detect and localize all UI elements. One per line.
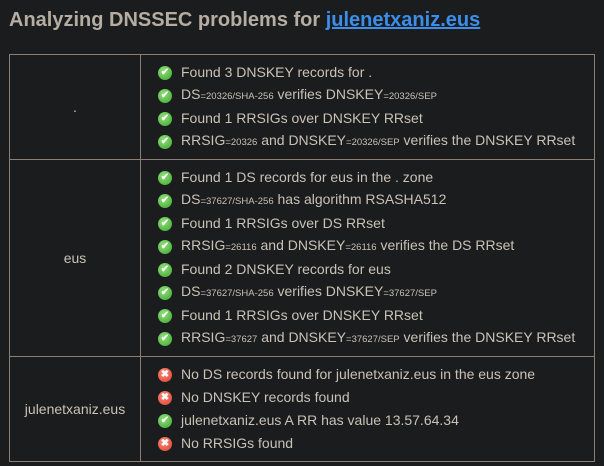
message-text: DS=20326/SHA-256 verifies DNSKEY=20326/S… bbox=[181, 83, 437, 108]
message-fragment: verifies DNSKEY bbox=[273, 283, 384, 299]
message-fragment: Found 1 RRSIGs over DNSKEY RRset bbox=[181, 110, 423, 126]
check-circle-icon: ✔ bbox=[158, 65, 172, 80]
message-fragment: DS bbox=[181, 283, 201, 299]
message-item: ✔ Found 2 DNSKEY records for eus bbox=[158, 258, 594, 281]
check-circle-icon: ✔ bbox=[158, 134, 172, 149]
message-text: RRSIG=26116 and DNSKEY=26116 verifies th… bbox=[181, 234, 514, 259]
message-text: Found 1 DS records for eus in the . zone bbox=[181, 166, 433, 189]
message-fragment: Found 1 RRSIGs over DNSKEY RRset bbox=[181, 307, 423, 323]
message-fragment: RRSIG bbox=[181, 132, 226, 148]
message-text: No DNSKEY records found bbox=[181, 386, 350, 409]
key-tag-detail: =20326/SEP bbox=[383, 91, 437, 102]
message-item: ✔ Found 1 RRSIGs over DNSKEY RRset bbox=[158, 304, 594, 327]
key-tag-detail: =20326/SEP bbox=[346, 137, 400, 148]
message-fragment: verifies the DS RRset bbox=[376, 237, 515, 253]
key-tag-detail: =37627/SHA-256 bbox=[200, 196, 274, 207]
key-tag-detail: =20326 bbox=[225, 137, 258, 148]
message-item: ✔ Found 1 RRSIGs over DNSKEY RRset bbox=[158, 107, 594, 130]
error-circle-icon: ✖ bbox=[158, 390, 172, 405]
error-circle-icon: ✖ bbox=[158, 367, 172, 382]
message-fragment: julenetxaniz.eus A RR has value 13.57.64… bbox=[181, 412, 459, 428]
zone-messages: ✖ No DS records found for julenetxaniz.eu… bbox=[140, 356, 595, 462]
message-fragment: No RRSIGs found bbox=[181, 435, 294, 451]
message-text: Found 2 DNSKEY records for eus bbox=[181, 258, 391, 281]
message-text: julenetxaniz.eus A RR has value 13.57.64… bbox=[181, 409, 459, 432]
message-fragment: Found 1 RRSIGs over DS RRset bbox=[181, 215, 385, 231]
message-fragment: DS bbox=[181, 86, 201, 102]
message-fragment: and DNSKEY bbox=[257, 132, 347, 148]
message-item: ✔ Found 3 DNSKEY records for . bbox=[158, 61, 594, 84]
message-text: No RRSIGs found bbox=[181, 432, 293, 455]
check-circle-icon: ✔ bbox=[158, 239, 172, 254]
check-circle-icon: ✔ bbox=[158, 216, 172, 231]
key-tag-detail: =37627/SEP bbox=[383, 288, 437, 299]
message-fragment: and DNSKEY bbox=[256, 237, 346, 253]
key-tag-detail: =37627 bbox=[225, 334, 258, 345]
key-tag-detail: =20326/SHA-256 bbox=[200, 91, 274, 102]
message-item: ✔ Found 1 RRSIGs over DS RRset bbox=[158, 212, 594, 235]
key-tag-detail: =37627/SHA-256 bbox=[200, 288, 274, 299]
message-fragment: verifies the DNSKEY RRset bbox=[399, 132, 576, 148]
domain-link[interactable]: julenetxaniz.eus bbox=[325, 9, 481, 31]
message-text: Found 1 RRSIGs over DS RRset bbox=[181, 212, 385, 235]
page-title: Analyzing DNSSEC problems for julenetxan… bbox=[9, 9, 480, 32]
message-text: Found 1 RRSIGs over DNSKEY RRset bbox=[181, 304, 423, 327]
message-fragment: No DNSKEY records found bbox=[181, 389, 350, 405]
message-fragment: Found 1 DS records for eus in the . zone bbox=[181, 169, 434, 185]
check-circle-icon: ✔ bbox=[158, 88, 172, 103]
zone-row: eus ✔ Found 1 DS records for eus in the . … bbox=[9, 159, 595, 357]
check-circle-icon: ✔ bbox=[158, 193, 172, 208]
message-item: ✔ Found 1 DS records for eus in the . zon… bbox=[158, 166, 594, 189]
message-item: ✔ DS=20326/SHA-256 verifies DNSKEY=20326/… bbox=[158, 84, 594, 107]
message-text: No DS records found for julenetxaniz.eus… bbox=[181, 363, 535, 386]
message-fragment: RRSIG bbox=[181, 329, 226, 345]
message-fragment: verifies the DNSKEY RRset bbox=[399, 329, 576, 345]
message-item: ✖ No RRSIGs found bbox=[158, 432, 594, 455]
message-item: ✔ julenetxaniz.eus A RR has value 13.57.6… bbox=[158, 409, 594, 432]
message-text: DS=37627/SHA-256 has algorithm RSASHA512 bbox=[181, 188, 446, 213]
message-fragment: RRSIG bbox=[181, 237, 226, 253]
check-circle-icon: ✔ bbox=[158, 111, 172, 126]
message-item: ✔ DS=37627/SHA-256 has algorithm RSASHA51… bbox=[158, 189, 594, 212]
message-item: ✔ RRSIG=26116 and DNSKEY=26116 verifies t… bbox=[158, 235, 594, 258]
key-tag-detail: =26116 bbox=[225, 242, 257, 253]
zone-messages: ✔ Found 3 DNSKEY records for . ✔ DS=20326/S… bbox=[140, 54, 595, 160]
key-tag-detail: =26116 bbox=[345, 242, 377, 253]
message-item: ✖ No DNSKEY records found bbox=[158, 386, 594, 409]
message-fragment: Found 3 DNSKEY records for . bbox=[181, 64, 373, 80]
zone-name: julenetxaniz.eus bbox=[9, 356, 141, 462]
zone-row: julenetxaniz.eus ✖ No DS records found for… bbox=[9, 356, 595, 462]
check-circle-icon: ✔ bbox=[158, 170, 172, 185]
dnssec-results-table: . ✔ Found 3 DNSKEY records for . ✔ DS=20326/… bbox=[9, 54, 595, 462]
message-item: ✔ RRSIG=37627 and DNSKEY=37627/SEP verifi… bbox=[158, 327, 594, 350]
zone-name: . bbox=[9, 54, 141, 160]
message-fragment: DS bbox=[181, 191, 201, 207]
message-fragment: No DS records found for julenetxaniz.eus… bbox=[181, 366, 536, 382]
key-tag-detail: =37627/SEP bbox=[346, 334, 400, 345]
message-fragment: has algorithm RSASHA512 bbox=[273, 191, 447, 207]
check-circle-icon: ✔ bbox=[158, 285, 172, 300]
message-text: Found 3 DNSKEY records for . bbox=[181, 61, 372, 84]
message-text: DS=37627/SHA-256 verifies DNSKEY=37627/S… bbox=[181, 280, 437, 305]
zone-name: eus bbox=[9, 159, 141, 357]
message-text: RRSIG=37627 and DNSKEY=37627/SEP verifie… bbox=[181, 326, 575, 351]
message-item: ✔ RRSIG=20326 and DNSKEY=20326/SEP verifi… bbox=[158, 130, 594, 153]
message-item: ✖ No DS records found for julenetxaniz.eu… bbox=[158, 363, 594, 386]
check-circle-icon: ✔ bbox=[158, 262, 172, 277]
error-circle-icon: ✖ bbox=[158, 436, 172, 451]
title-prefix: Analyzing DNSSEC problems for bbox=[9, 9, 326, 31]
check-circle-icon: ✔ bbox=[158, 308, 172, 323]
message-fragment: verifies DNSKEY bbox=[273, 86, 384, 102]
check-circle-icon: ✔ bbox=[158, 331, 172, 346]
message-fragment: Found 2 DNSKEY records for eus bbox=[181, 261, 391, 277]
zone-row: . ✔ Found 3 DNSKEY records for . ✔ DS=20326/… bbox=[9, 54, 595, 160]
message-item: ✔ DS=37627/SHA-256 verifies DNSKEY=37627/… bbox=[158, 281, 594, 304]
message-text: RRSIG=20326 and DNSKEY=20326/SEP verifie… bbox=[181, 129, 575, 154]
message-text: Found 1 RRSIGs over DNSKEY RRset bbox=[181, 107, 423, 130]
message-fragment: and DNSKEY bbox=[257, 329, 347, 345]
check-circle-icon: ✔ bbox=[158, 413, 172, 428]
zone-messages: ✔ Found 1 DS records for eus in the . zon… bbox=[140, 159, 595, 357]
